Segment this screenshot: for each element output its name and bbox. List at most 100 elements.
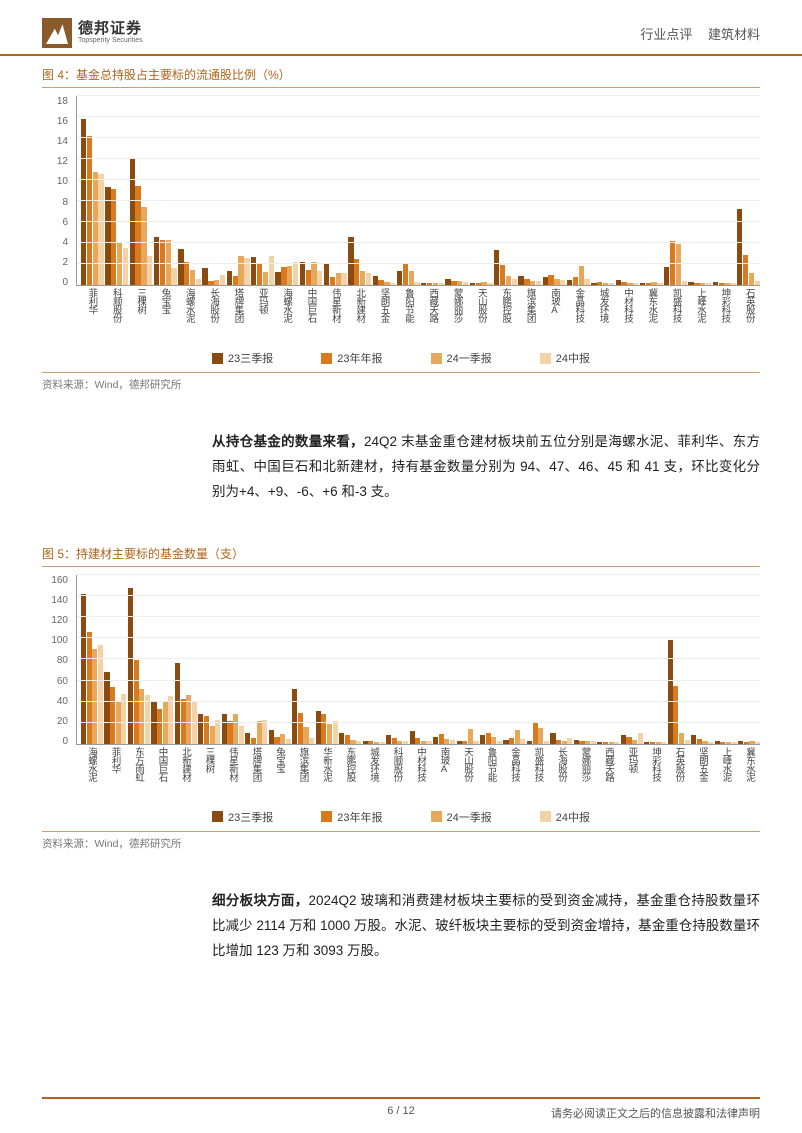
bar (439, 734, 444, 744)
bar (110, 687, 115, 744)
bar (673, 686, 678, 744)
bar (664, 267, 669, 285)
paragraph-2: 细分板块方面，2024Q2 玻璃和消费建材板块主要标的受到资金减持，基金重仓持股… (212, 889, 760, 964)
bar (269, 730, 274, 744)
x-label: 石英股份 (668, 745, 690, 801)
logo-block: 德邦证券 Topsperity Securities (42, 18, 143, 48)
bar (656, 742, 661, 744)
bar-group (550, 575, 572, 744)
bar-group (737, 96, 760, 285)
bar (560, 280, 565, 285)
bar (433, 283, 438, 285)
legend-item: 24中报 (540, 809, 590, 825)
bar (536, 281, 541, 285)
bar (597, 282, 602, 285)
x-label: 中国巨石 (299, 286, 322, 342)
bar (130, 158, 135, 285)
bar (538, 728, 543, 744)
bar (390, 283, 395, 285)
bar (275, 272, 280, 285)
bar (708, 742, 713, 744)
bar-group (222, 575, 244, 744)
logo-icon (42, 18, 72, 48)
bar (98, 645, 103, 744)
bar-group (397, 96, 420, 285)
x-label: 蒙娜丽莎 (574, 745, 596, 801)
x-label: 南玻A (433, 745, 455, 801)
bar (676, 244, 681, 285)
bar (380, 742, 385, 744)
bar (603, 742, 608, 744)
bar (700, 283, 705, 285)
x-label: 坚朗五金 (691, 745, 713, 801)
x-label: 东鹏控股 (494, 286, 517, 342)
bar (486, 733, 491, 744)
x-label: 坤彩科技 (713, 286, 736, 342)
bar-group (251, 96, 274, 285)
disclaimer: 请务必阅读正文之后的信息披露和法律声明 (551, 1105, 760, 1121)
bar-group (339, 575, 361, 744)
legend-swatch (212, 353, 223, 364)
bar (87, 136, 92, 285)
bar (192, 701, 197, 744)
legend-swatch (321, 353, 332, 364)
figure-4-title: 图 4：基金总持股占主要标的流通股比例（%） (42, 62, 760, 88)
bar (409, 271, 414, 285)
bar (196, 279, 201, 285)
bar (198, 714, 203, 744)
bar (591, 741, 596, 744)
bar (749, 741, 754, 744)
x-label: 西藏天路 (421, 286, 444, 342)
x-label: 菲利华 (80, 286, 103, 342)
x-label: 上峰水泥 (689, 286, 712, 342)
bar (368, 741, 373, 744)
bar (694, 283, 699, 285)
legend-item: 23年年报 (321, 809, 382, 825)
header-category: 行业点评 建筑材料 (640, 24, 760, 43)
x-label: 科顺股份 (386, 745, 408, 801)
page-header: 德邦证券 Topsperity Securities 行业点评 建筑材料 (0, 0, 802, 56)
bar-group (421, 96, 444, 285)
bar (227, 721, 232, 744)
bar (215, 720, 220, 744)
bar-group (574, 575, 596, 744)
x-label: 石英股份 (737, 286, 760, 342)
bar (306, 270, 311, 285)
x-label: 科顺股份 (104, 286, 127, 342)
bar (123, 248, 128, 285)
bar (251, 738, 256, 744)
bar (238, 256, 243, 285)
bar (468, 729, 473, 744)
bar (626, 737, 631, 744)
bar-group (386, 575, 408, 744)
bar (591, 283, 596, 285)
x-label: 天山股份 (456, 745, 478, 801)
bar (244, 258, 249, 285)
bar (609, 742, 614, 744)
bar-group (433, 575, 455, 744)
x-label: 海螺水泥 (177, 286, 200, 342)
bar (518, 276, 523, 285)
bar (116, 702, 121, 744)
bar (181, 699, 186, 744)
bar-group (269, 575, 291, 744)
x-label: 冀东水泥 (738, 745, 760, 801)
bar (554, 279, 559, 285)
doc-sector: 建筑材料 (708, 27, 760, 42)
bar (135, 186, 140, 285)
bar (527, 741, 532, 744)
chart-5-yaxis: 020406080100120140160 (42, 575, 68, 747)
bar (638, 733, 643, 744)
figure-5-source: 资料来源：Wind，德邦研究所 (42, 831, 760, 853)
bar (327, 724, 332, 744)
bar (168, 696, 173, 744)
legend-label: 24中报 (556, 350, 590, 366)
bar (621, 735, 626, 743)
bar (321, 714, 326, 744)
bar (462, 741, 467, 744)
bar (451, 281, 456, 285)
bar (732, 742, 737, 744)
bar-group (178, 96, 201, 285)
bar (633, 283, 638, 285)
bar-group (597, 575, 619, 744)
